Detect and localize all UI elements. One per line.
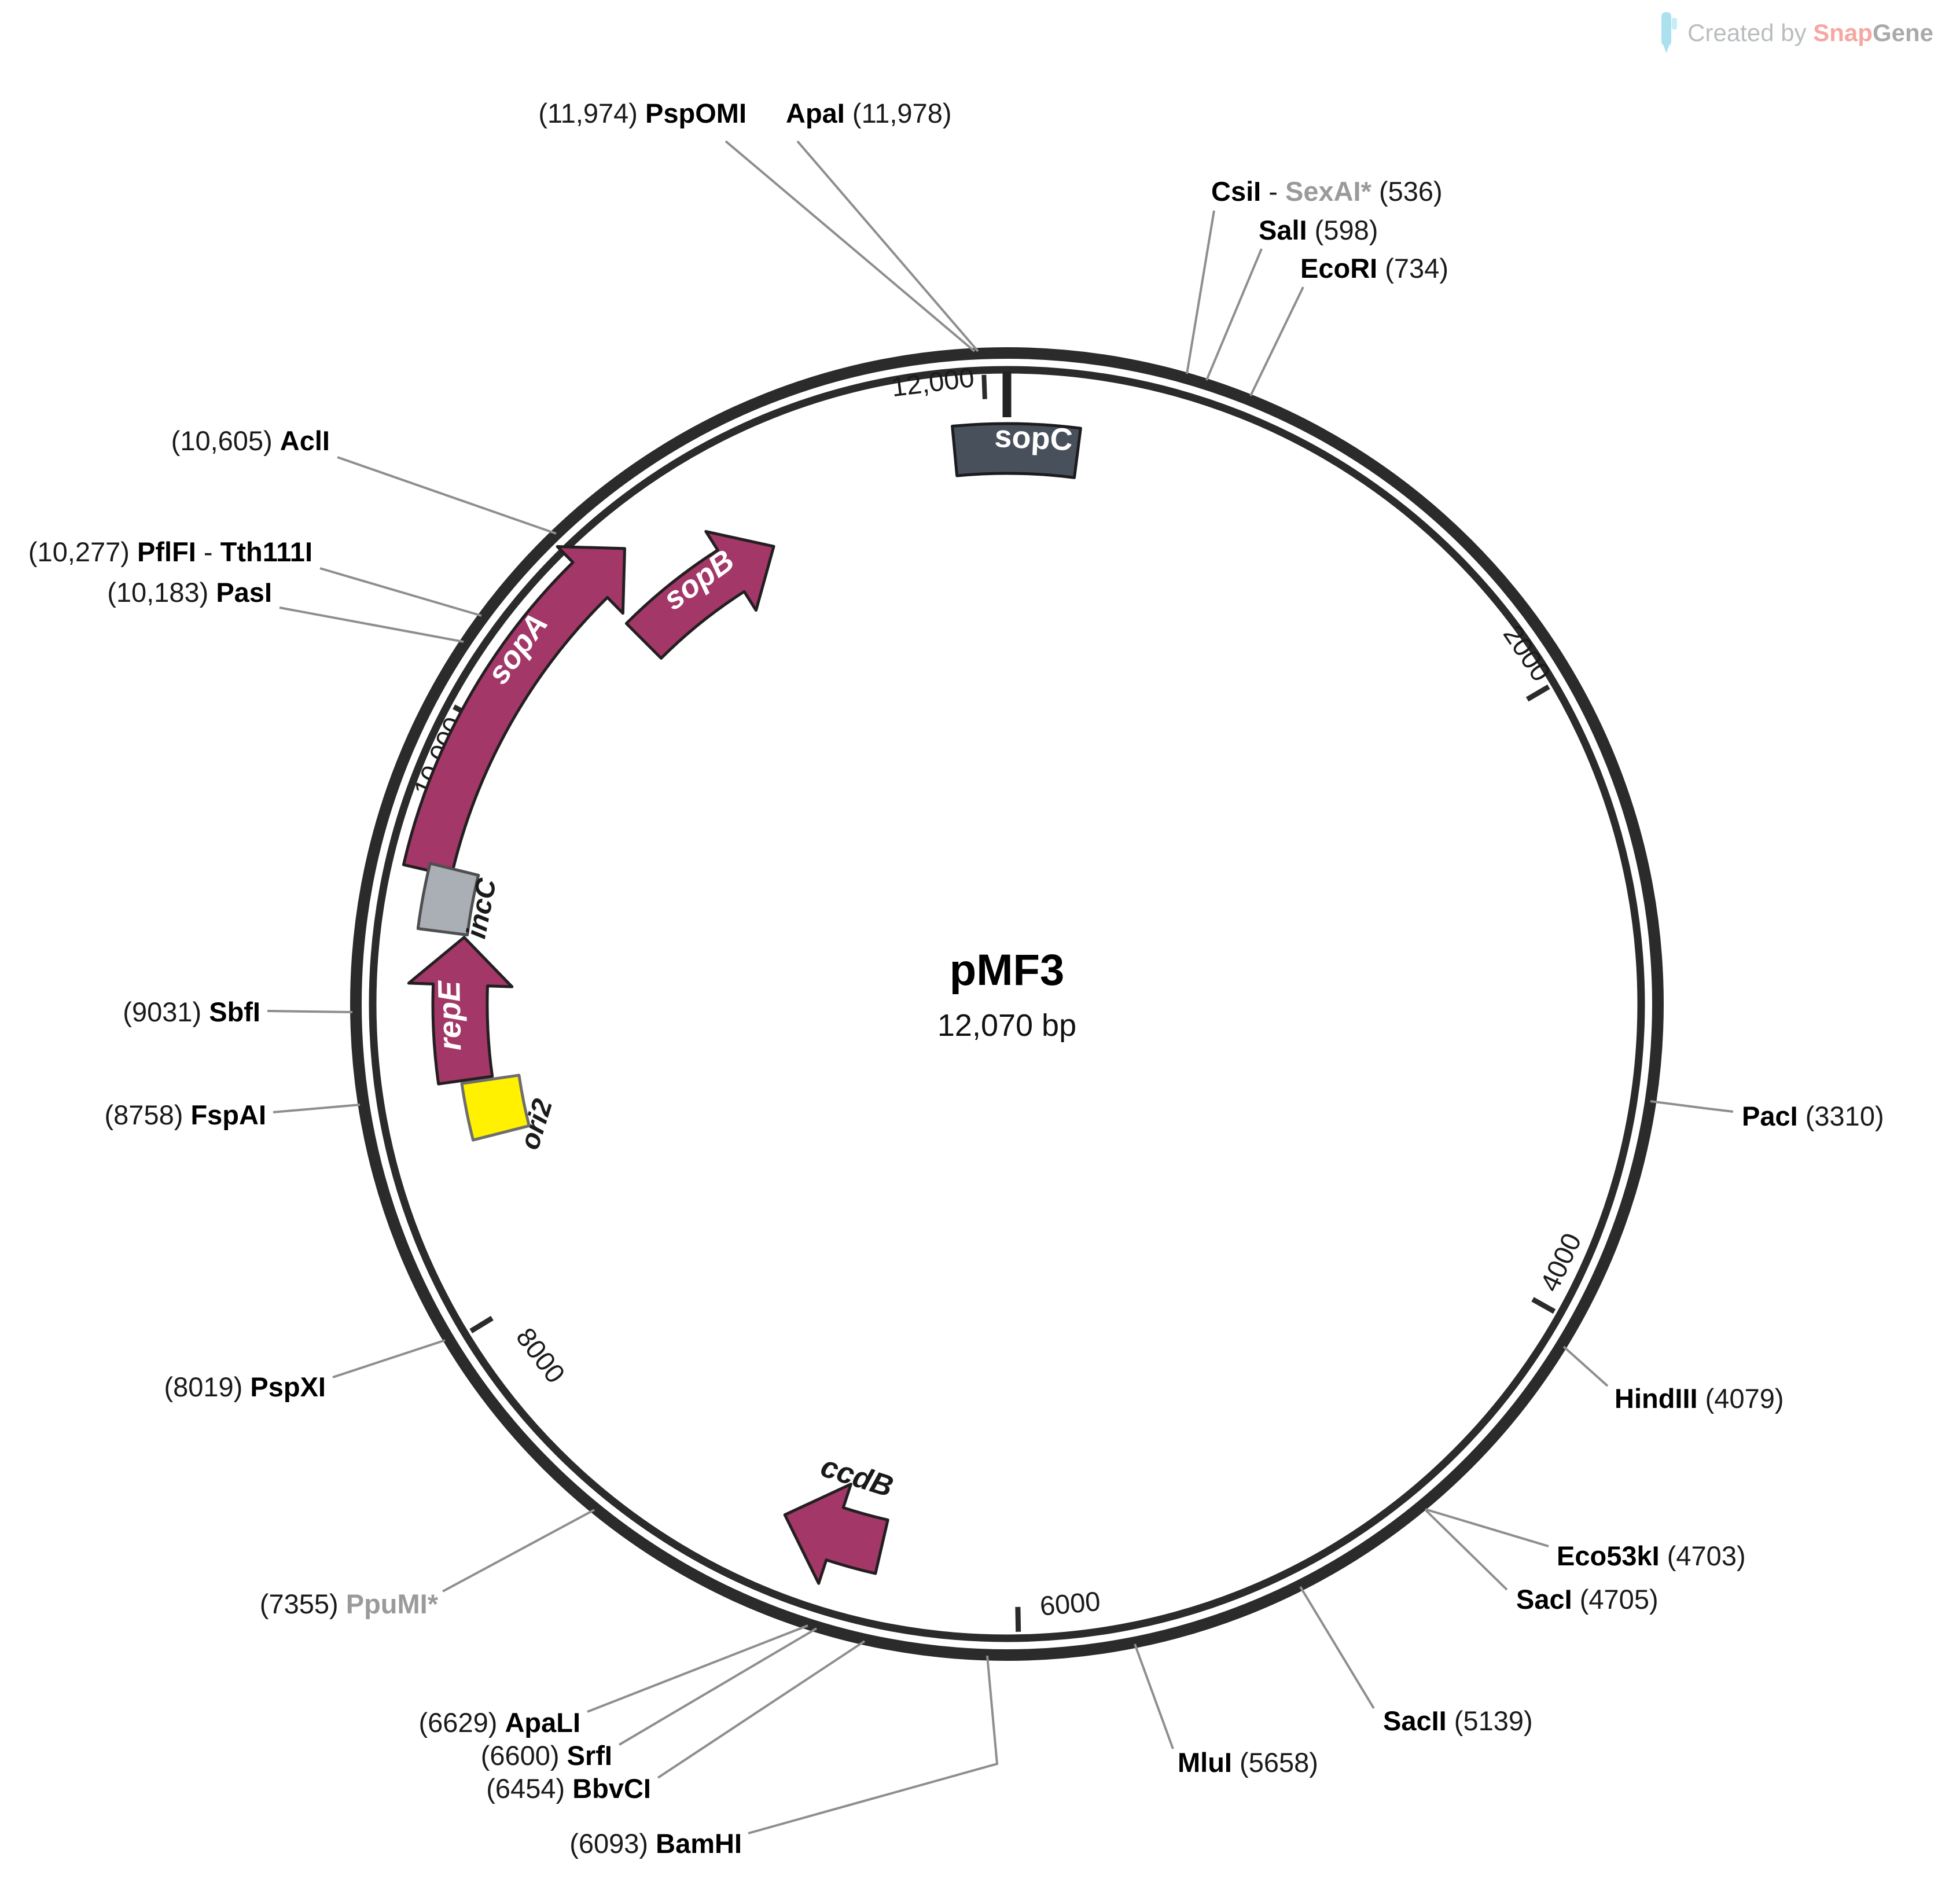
feature-repE xyxy=(407,936,514,1086)
leader-CsiI-SexAI xyxy=(1186,210,1215,374)
site-label-BamHI: (6093) BamHI xyxy=(569,1828,742,1859)
leader-AclI xyxy=(337,456,557,535)
site-label-ApaLI: (6629) ApaLI xyxy=(419,1707,580,1738)
site-label-BbvCI: (6454) BbvCI xyxy=(486,1773,651,1804)
enzyme-site-labels: (11,974) PspOMI ApaI (11,978) CsiI - SexAI… xyxy=(28,98,1884,1859)
leader-PasI xyxy=(279,606,464,643)
site-label-EcoRI: EcoRI (734) xyxy=(1300,253,1448,284)
leader-PflFI-Tth111I xyxy=(319,567,482,617)
inner-ring xyxy=(369,366,1645,1642)
leader-SalI xyxy=(1205,248,1263,381)
site-label-ApaI: ApaI (11,978) xyxy=(786,98,952,128)
leader-SbfI xyxy=(267,1010,353,1013)
site-label-Eco53kI: Eco53kI (4703) xyxy=(1557,1540,1746,1571)
tick-8000 xyxy=(469,1315,494,1333)
feature-sopC xyxy=(951,422,1082,479)
site-label-PacI: PacI (3310) xyxy=(1742,1101,1884,1131)
snapgene-watermark: Created by SnapGene xyxy=(1657,10,1933,56)
brand-gene: Gene xyxy=(1872,19,1933,46)
plasmid-title: pMF3 xyxy=(950,946,1064,995)
feature-incC xyxy=(416,862,480,937)
leader-SacII xyxy=(1299,1586,1375,1709)
brand-snap: Snap xyxy=(1813,19,1873,46)
leader-Eco53kI xyxy=(1425,1508,1549,1547)
feature-ori2 xyxy=(460,1073,531,1142)
plasmid-size: 12,070 bp xyxy=(937,1008,1076,1043)
feature-sopA xyxy=(402,545,626,877)
leader-PpuMI xyxy=(442,1509,595,1593)
site-label-MluI: MluI (5658) xyxy=(1178,1747,1318,1778)
tick-label-6000: 6000 xyxy=(1039,1586,1102,1621)
site-label-SacII: SacII (5139) xyxy=(1383,1705,1533,1736)
leader-MluI xyxy=(1134,1643,1174,1749)
leader-EcoRI xyxy=(1249,286,1304,396)
tick-2000 xyxy=(1525,684,1550,702)
tick-label-8000: 8000 xyxy=(510,1322,571,1388)
leader-HindIII xyxy=(1562,1345,1609,1387)
site-label-HindIII: HindIII (4079) xyxy=(1615,1383,1784,1414)
leader-FspAI xyxy=(273,1104,361,1113)
feature-label-repE: repE xyxy=(432,980,468,1051)
leader-ApaLI xyxy=(587,1624,808,1713)
outer-ring xyxy=(350,347,1664,1661)
watermark-text: Created by SnapGene xyxy=(1687,19,1933,46)
leader-SacI xyxy=(1425,1509,1508,1591)
site-label-PspXI: (8019) PspXI xyxy=(164,1371,326,1402)
feature-sopB xyxy=(624,530,775,660)
site-label-SalI: SalI (598) xyxy=(1259,215,1378,245)
site-label-CsiI-SexAI: CsiI - SexAI* (536) xyxy=(1211,176,1443,207)
leader-PspXI xyxy=(332,1339,446,1378)
site-label-SbfI: (9031) SbfI xyxy=(123,997,260,1027)
tick-4000 xyxy=(1531,1297,1556,1314)
leader-lines xyxy=(267,140,1734,1834)
leader-ApaI xyxy=(796,140,979,352)
feature-label-sopC: sopC xyxy=(994,419,1073,457)
site-label-SacI: SacI (4705) xyxy=(1516,1584,1659,1615)
leader-BbvCI xyxy=(657,1640,866,1779)
site-label-PflFI-Tth111I: (10,277) PflFI - Tth111I xyxy=(28,536,312,567)
site-label-PasI: (10,183) PasI xyxy=(107,577,272,608)
site-label-FspAI: (8758) FspAI xyxy=(105,1100,266,1130)
backbone-rings xyxy=(350,347,1664,1661)
site-label-PpuMI: (7355) PpuMI* xyxy=(260,1589,439,1619)
tick-12,000 xyxy=(981,374,987,399)
leader-PacI xyxy=(1650,1100,1734,1113)
test-tube-icon xyxy=(1661,12,1678,53)
site-label-AclI: (10,605) AclI xyxy=(171,425,330,456)
site-label-PspOMI: (11,974) PspOMI xyxy=(538,98,747,128)
feature-ccdB xyxy=(783,1483,889,1585)
tick-label-12,000: 12,000 xyxy=(889,362,976,402)
site-label-SrfI: (6600) SrfI xyxy=(481,1740,612,1771)
leader-BamHI xyxy=(748,1655,999,1834)
leader-SrfI xyxy=(618,1627,818,1746)
leader-PspOMI xyxy=(725,140,976,352)
